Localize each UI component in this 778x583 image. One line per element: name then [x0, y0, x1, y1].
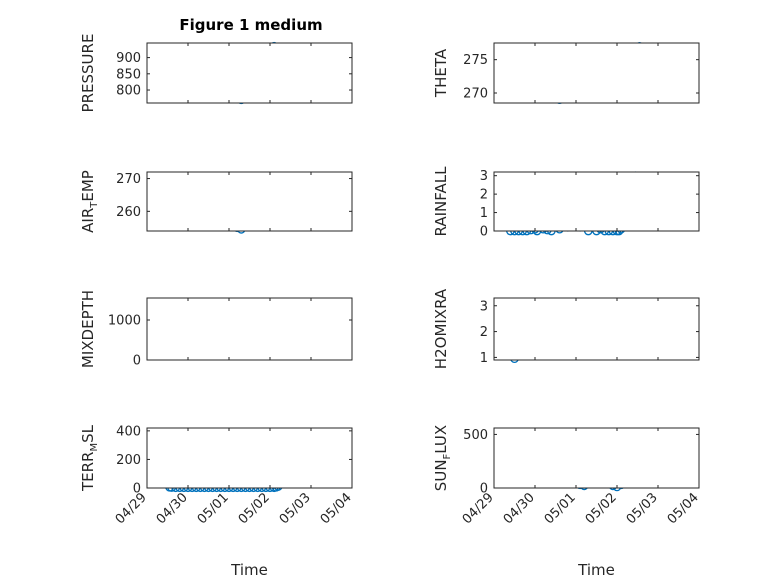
subplot-5: 0 1000 MIXDEPTH — [79, 290, 353, 369]
y-tick-label: 500 — [463, 428, 488, 443]
axes-frame — [146, 42, 353, 104]
y-tick-label: 0 — [480, 225, 488, 240]
y-tick-label: 0 — [133, 354, 141, 369]
y-tick-label: 850 — [116, 67, 141, 82]
y-tick-label: 3 — [480, 299, 488, 314]
y-axis-label: MIXDEPTH — [79, 290, 97, 368]
y-axis-label: THETA — [432, 48, 450, 98]
x-axis-label: Time — [577, 561, 615, 579]
y-axis-label: TERRMSL — [79, 424, 100, 492]
y-tick-label: 800 — [116, 84, 141, 99]
axes-frame — [493, 297, 700, 361]
y-axis-label: RAINFALL — [432, 166, 450, 237]
axes-frame — [146, 171, 353, 232]
subplot-3: 260 270 AIRTEMP — [79, 170, 353, 234]
y-tick-label: 3 — [480, 169, 488, 184]
subplot-2: 270 275 THETA — [432, 41, 700, 105]
y-tick-label: 270 — [463, 87, 488, 102]
y-tick-label: 1000 — [108, 314, 141, 329]
y-axis-label: PRESSURE — [79, 34, 97, 113]
axes-frame — [493, 171, 700, 232]
subplot-6: 1 2 3 H2OMIXRA — [432, 288, 700, 369]
y-tick-label: 270 — [116, 172, 141, 187]
y-tick-label: 275 — [463, 53, 488, 68]
subplot-4: 0 1 2 3 RAINFALL — [432, 166, 700, 240]
y-axis-label: H2OMIXRA — [432, 288, 450, 369]
figure-title: Figure 1 medium — [179, 16, 322, 34]
y-tick-label: 900 — [116, 51, 141, 66]
y-tick-label: 200 — [116, 453, 141, 468]
y-tick-label: 0 — [133, 482, 141, 497]
axes-frame — [493, 42, 700, 104]
axes-frame — [146, 427, 353, 489]
y-tick-label: 1 — [480, 351, 488, 366]
y-tick-label: 0 — [480, 482, 488, 497]
y-tick-label: 400 — [116, 424, 141, 439]
y-axis-label: AIRTEMP — [79, 170, 100, 233]
axes-frame — [146, 297, 353, 361]
x-axis-label: Time — [230, 561, 268, 579]
axes-frame — [493, 427, 700, 489]
y-tick-label: 2 — [480, 325, 488, 340]
y-tick-label: 260 — [116, 205, 141, 220]
y-tick-label: 2 — [480, 188, 488, 203]
y-tick-label: 1 — [480, 206, 488, 221]
y-axis-label: SUNFLUX — [432, 425, 453, 491]
